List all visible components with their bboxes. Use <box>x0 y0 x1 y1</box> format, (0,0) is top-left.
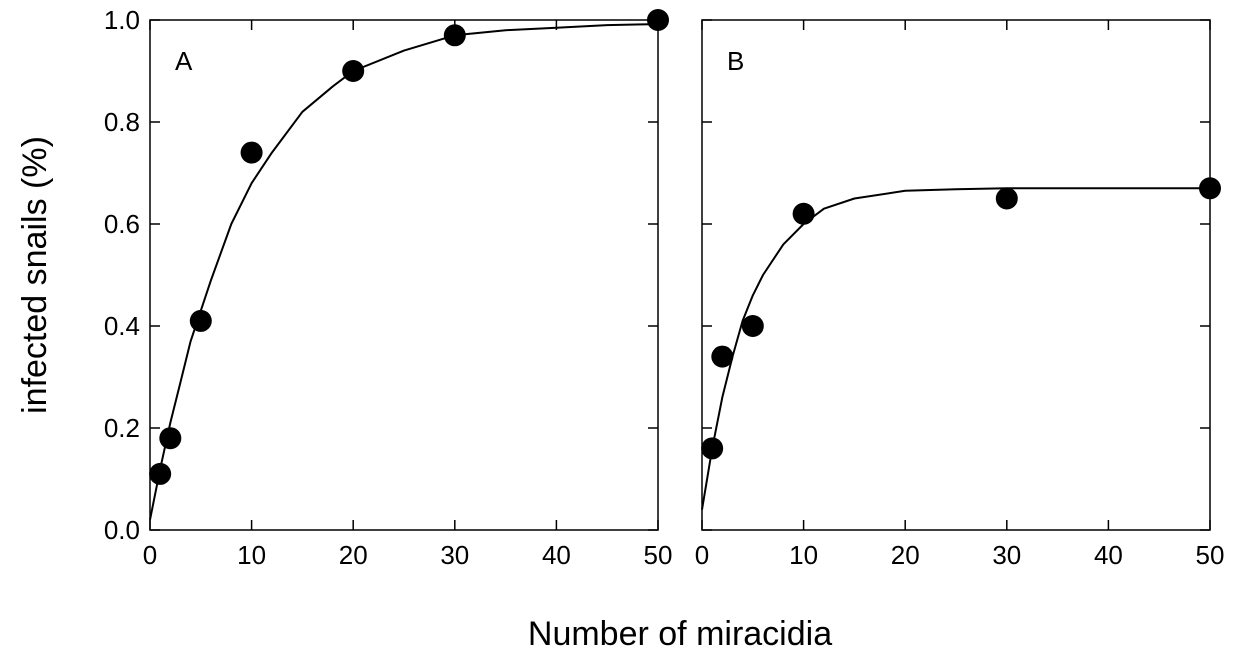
panel-a-curve-group <box>149 23 659 520</box>
panel-b-data-point <box>792 202 815 225</box>
panel-b-curve-group <box>701 187 1210 510</box>
panel-b-data-point <box>1199 177 1221 200</box>
panel-a-y-tick-label: 0.4 <box>104 311 140 341</box>
panel-b: 0 10 20 30 40 50 B <box>695 19 1225 570</box>
panel-a-fitted-curve <box>149 23 659 520</box>
panel-a-data-point <box>159 427 182 450</box>
panel-a-x-tick-label: 20 <box>339 540 368 570</box>
panel-a-x-tick-label: 30 <box>440 540 469 570</box>
y-axis-label: infected snails (%) <box>16 136 54 414</box>
panel-b-x-tick-label: 20 <box>891 540 920 570</box>
panel-a-frame <box>149 19 659 531</box>
panel-b-data-point <box>995 187 1018 210</box>
panel-a-label: A <box>175 46 193 76</box>
panel-a-tick-labels: 0 10 20 30 40 50 0.0 0.2 0.4 0.6 0.8 1.0 <box>104 5 673 570</box>
panel-b-data-point <box>711 345 734 368</box>
panel-a: 0 10 20 30 40 50 0.0 0.2 0.4 0.6 0.8 1.0 A <box>104 5 673 570</box>
panel-a-data-point <box>189 309 212 332</box>
panel-a-x-tick-label: 0 <box>143 540 157 570</box>
panel-a-data-point <box>443 24 466 47</box>
panel-b-x-tick-label: 30 <box>992 540 1021 570</box>
panel-a-x-tick-label: 10 <box>237 540 266 570</box>
panel-b-x-tick-label: 0 <box>695 540 709 570</box>
x-axis-label: Number of miracidia <box>528 615 832 653</box>
panel-a-data-point <box>647 9 669 31</box>
panel-a-y-tick-label: 0.2 <box>104 413 140 443</box>
panel-b-data-point <box>741 315 764 337</box>
panel-b-data-point <box>701 437 724 460</box>
panel-b-x-tick-label: 10 <box>789 540 818 570</box>
panel-a-data-point <box>240 141 263 164</box>
panel-b-points <box>701 177 1221 460</box>
panel-b-frame <box>701 19 1211 531</box>
panel-a-y-tick-label: 1.0 <box>104 5 140 35</box>
panel-a-y-tick-label: 0.0 <box>104 515 140 545</box>
panel-a-ticks <box>149 19 659 531</box>
panel-a-data-point <box>342 60 365 82</box>
panel-b-x-tick-label: 40 <box>1094 540 1123 570</box>
panel-a-points <box>149 9 669 485</box>
panel-a-x-tick-label: 50 <box>644 540 673 570</box>
panel-a-y-tick-label: 0.6 <box>104 209 140 239</box>
panel-b-x-tick-label: 50 <box>1196 540 1225 570</box>
panel-b-ticks <box>701 19 1211 531</box>
panel-a-y-tick-label: 0.8 <box>104 107 140 137</box>
panel-b-label: B <box>727 46 744 76</box>
panel-a-x-tick-label: 40 <box>542 540 571 570</box>
panel-b-tick-labels: 0 10 20 30 40 50 <box>695 540 1225 570</box>
panel-a-data-point <box>149 462 172 485</box>
panel-b-fitted-curve <box>701 187 1210 510</box>
